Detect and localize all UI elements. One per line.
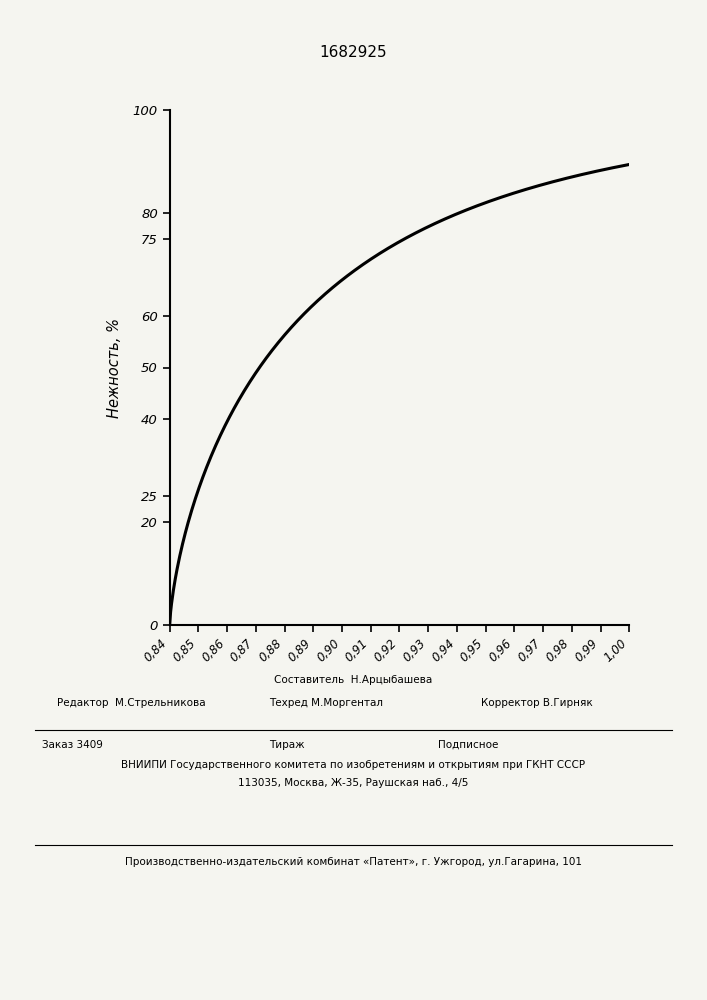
- Text: Производственно-издательский комбинат «Патент», г. Ужгород, ул.Гагарина, 101: Производственно-издательский комбинат «П…: [125, 857, 582, 867]
- Text: Тираж: Тираж: [269, 740, 304, 750]
- Text: Подписное: Подписное: [438, 740, 498, 750]
- Text: Техред М.Моргентал: Техред М.Моргентал: [269, 698, 382, 708]
- Text: Корректор В.Гирняк: Корректор В.Гирняк: [481, 698, 592, 708]
- Text: Заказ 3409: Заказ 3409: [42, 740, 103, 750]
- Text: Редактор  М.Стрельникова: Редактор М.Стрельникова: [57, 698, 205, 708]
- Text: Составитель  Н.Арцыбашева: Составитель Н.Арцыбашева: [274, 675, 433, 685]
- Y-axis label: Нежность, %: Нежность, %: [107, 318, 122, 418]
- Text: 1682925: 1682925: [320, 45, 387, 60]
- Text: 113035, Москва, Ж-35, Раушская наб., 4/5: 113035, Москва, Ж-35, Раушская наб., 4/5: [238, 778, 469, 788]
- Text: ВНИИПИ Государственного комитета по изобретениям и открытиям при ГКНТ СССР: ВНИИПИ Государственного комитета по изоб…: [122, 760, 585, 770]
